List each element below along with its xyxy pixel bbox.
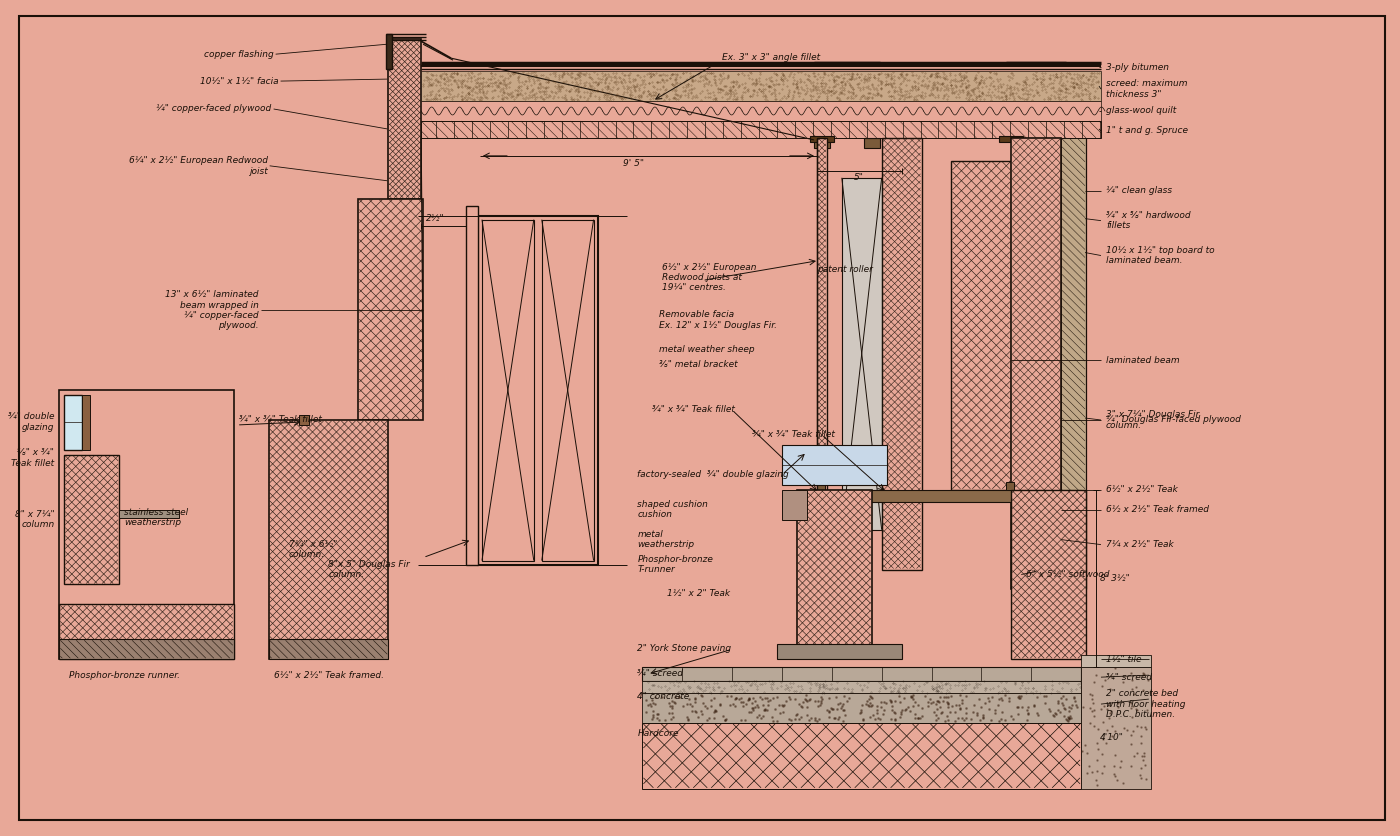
Text: ⅜" metal bracket: ⅜" metal bracket — [659, 360, 738, 370]
Text: ¾" double
glazing: ¾" double glazing — [8, 412, 55, 431]
Text: 7¼ x 2½" Teak: 7¼ x 2½" Teak — [1106, 540, 1173, 549]
Bar — [59, 390, 234, 660]
Text: ⅝" x ¾"
Teak fillet: ⅝" x ¾" Teak fillet — [11, 448, 55, 467]
Text: ¾" x ⅝" hardwood
fillets: ¾" x ⅝" hardwood fillets — [1106, 211, 1190, 231]
Text: 8' 3½": 8' 3½" — [1100, 574, 1130, 583]
Text: 5": 5" — [854, 173, 864, 181]
Text: ¾" x ¾" Teak fillet: ¾" x ¾" Teak fillet — [652, 405, 735, 414]
Text: laminated beam: laminated beam — [1106, 355, 1180, 364]
Text: Hardcore: Hardcore — [637, 729, 679, 738]
Bar — [59, 640, 234, 660]
Bar — [882, 138, 921, 569]
Bar — [1081, 667, 1151, 789]
Text: ¾" screed: ¾" screed — [1106, 673, 1152, 681]
Bar — [119, 510, 179, 517]
Bar — [841, 178, 882, 530]
Bar — [482, 220, 533, 561]
Text: 1½" tile: 1½" tile — [1106, 655, 1141, 664]
Text: ¼" clean glass: ¼" clean glass — [1106, 186, 1172, 196]
Bar — [816, 138, 827, 569]
Text: 6½" x 2½" Teak framed.: 6½" x 2½" Teak framed. — [273, 671, 384, 681]
Bar — [813, 138, 830, 148]
Text: 4'10": 4'10" — [1100, 733, 1124, 742]
Text: 6½" x 2½" European
Redwood joists at
19¼" centres.: 6½" x 2½" European Redwood joists at 19¼… — [662, 263, 757, 293]
Bar — [64, 395, 83, 450]
Bar — [643, 693, 1081, 723]
Text: ¼" copper-faced plywood: ¼" copper-faced plywood — [157, 104, 272, 114]
Text: 13" x 6½" laminated
beam wrapped in
¼" copper-faced
plywood.: 13" x 6½" laminated beam wrapped in ¼" c… — [165, 290, 259, 330]
Text: 2½": 2½" — [426, 214, 445, 222]
Text: Phosphor-bronze runner.: Phosphor-bronze runner. — [69, 671, 181, 681]
Bar — [1011, 490, 1086, 660]
Text: Phosphor-bronze
T-runner: Phosphor-bronze T-runner — [637, 554, 714, 574]
Bar — [643, 667, 1081, 681]
Bar — [358, 199, 423, 420]
Text: screed: maximum
thickness 3": screed: maximum thickness 3" — [1106, 79, 1187, 99]
Text: ¼" Douglas Fir-faced plywood: ¼" Douglas Fir-faced plywood — [1106, 415, 1240, 425]
Text: factory-sealed  ¾" double glazing: factory-sealed ¾" double glazing — [637, 470, 790, 479]
Text: 6½ x 2½" Teak framed: 6½ x 2½" Teak framed — [1106, 505, 1210, 514]
Text: 6½" x 2½" Teak: 6½" x 2½" Teak — [1106, 485, 1177, 494]
Text: stainless steel
weatherstrip: stainless steel weatherstrip — [125, 508, 188, 528]
Bar — [83, 395, 90, 450]
Text: glass-wool quilt: glass-wool quilt — [1106, 106, 1176, 115]
Bar — [811, 136, 834, 142]
Text: 2" York Stone paving: 2" York Stone paving — [637, 645, 732, 653]
Bar — [466, 206, 477, 564]
Bar — [421, 71, 1100, 101]
Bar — [1081, 655, 1151, 667]
Bar — [388, 39, 421, 199]
Text: 2" concrete bed
with floor heating
D.P.C. bitumen.: 2" concrete bed with floor heating D.P.C… — [1106, 689, 1186, 719]
Bar — [816, 482, 825, 490]
Text: 4" concrete: 4" concrete — [637, 692, 690, 701]
Bar — [783, 490, 806, 520]
Bar — [269, 640, 388, 660]
Text: 6¼" x 2½" European Redwood
joist: 6¼" x 2½" European Redwood joist — [129, 156, 267, 176]
Bar — [812, 490, 1081, 502]
Bar — [1007, 482, 1014, 490]
Bar — [1011, 138, 1061, 589]
Text: 6" x 5½" softwood: 6" x 5½" softwood — [1026, 570, 1110, 579]
Bar — [542, 220, 594, 561]
Text: Ex. 3" x 3" angle fillet: Ex. 3" x 3" angle fillet — [722, 54, 820, 62]
Text: 1" t and g. Spruce: 1" t and g. Spruce — [1106, 126, 1189, 135]
Bar — [643, 681, 1081, 693]
Bar — [783, 445, 886, 485]
Bar — [269, 420, 388, 660]
Text: metal
weatherstrip: metal weatherstrip — [637, 530, 694, 549]
Text: 8"x 5" Douglas Fir
column.: 8"x 5" Douglas Fir column. — [329, 559, 410, 579]
Text: patent roller: patent roller — [816, 266, 872, 274]
Bar — [952, 161, 1011, 490]
Text: copper flashing: copper flashing — [204, 49, 273, 59]
Bar — [643, 723, 1081, 789]
Text: 9' 5": 9' 5" — [623, 159, 644, 168]
Bar — [1000, 136, 1023, 142]
Bar — [1061, 138, 1086, 589]
Bar — [421, 101, 1100, 121]
Bar — [477, 216, 598, 564]
Text: ¾" x ¾" Teak fillet: ¾" x ¾" Teak fillet — [752, 430, 834, 439]
Text: 8" x 7¼"
column: 8" x 7¼" column — [15, 510, 55, 529]
Bar — [777, 645, 902, 660]
Bar — [421, 121, 1100, 138]
Text: ¾" x ¾" Teak fillet: ¾" x ¾" Teak fillet — [239, 415, 322, 424]
Bar — [386, 34, 392, 69]
Bar — [59, 604, 234, 660]
Text: ¾" screed: ¾" screed — [637, 669, 683, 678]
Text: 10½" x 1½" facia: 10½" x 1½" facia — [200, 77, 279, 85]
Text: metal weather sheep: metal weather sheep — [659, 345, 755, 354]
Text: 1½" x 2" Teak: 1½" x 2" Teak — [668, 589, 731, 599]
Bar — [64, 455, 119, 584]
Text: 7¼" x 6½"
column.: 7¼" x 6½" column. — [288, 540, 337, 559]
Text: Removable facia
Ex. 12" x 1½" Douglas Fir.: Removable facia Ex. 12" x 1½" Douglas Fi… — [659, 310, 777, 329]
Text: 3-ply bitumen: 3-ply bitumen — [1106, 63, 1169, 72]
Bar — [797, 490, 872, 660]
Text: 10½ x 1½" top board to
laminated beam.: 10½ x 1½" top board to laminated beam. — [1106, 246, 1215, 265]
Text: shaped cushion
cushion: shaped cushion cushion — [637, 500, 708, 519]
Bar — [298, 415, 308, 425]
Text: 3" x 7¼" Douglas Fir
column.: 3" x 7¼" Douglas Fir column. — [1106, 410, 1200, 430]
Bar — [864, 138, 879, 148]
